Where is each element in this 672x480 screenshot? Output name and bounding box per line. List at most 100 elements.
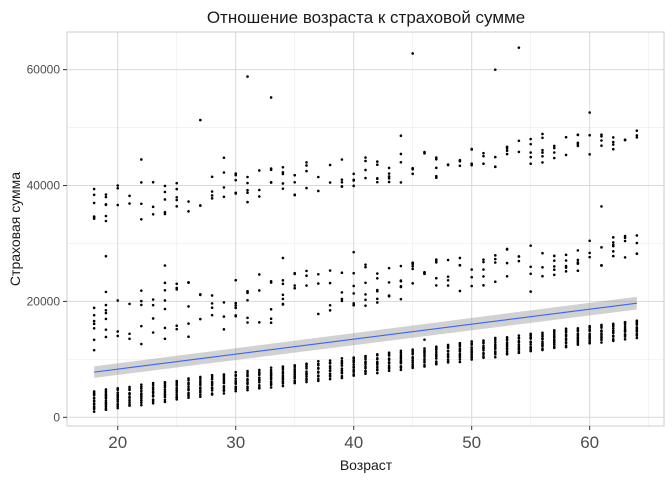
data-point bbox=[482, 339, 485, 342]
data-point bbox=[187, 305, 190, 308]
data-point bbox=[552, 254, 556, 258]
data-point bbox=[635, 336, 639, 340]
data-point bbox=[423, 363, 426, 367]
data-point bbox=[281, 182, 285, 185]
data-point bbox=[387, 360, 391, 364]
data-point bbox=[340, 297, 344, 301]
data-point bbox=[92, 319, 96, 323]
data-point bbox=[482, 151, 485, 155]
data-point bbox=[552, 345, 556, 348]
data-point bbox=[281, 279, 285, 282]
data-point bbox=[623, 327, 627, 331]
data-point bbox=[352, 302, 356, 305]
data-point bbox=[151, 387, 155, 391]
data-point bbox=[281, 282, 285, 286]
data-point bbox=[151, 401, 155, 405]
data-point bbox=[116, 391, 120, 394]
data-point bbox=[434, 345, 438, 348]
data-point bbox=[541, 342, 544, 345]
x-tick-label: 60 bbox=[580, 433, 599, 452]
data-point bbox=[222, 301, 226, 304]
data-point bbox=[328, 372, 332, 375]
data-point bbox=[328, 181, 332, 184]
data-point bbox=[552, 268, 556, 272]
data-point bbox=[116, 186, 120, 190]
data-point bbox=[246, 75, 249, 78]
data-point bbox=[340, 374, 344, 378]
data-point bbox=[340, 369, 344, 372]
data-point bbox=[163, 288, 167, 292]
data-point bbox=[600, 144, 603, 147]
data-point bbox=[505, 351, 509, 355]
data-point bbox=[387, 175, 391, 178]
data-point bbox=[258, 169, 261, 172]
data-point bbox=[470, 352, 473, 356]
data-point bbox=[317, 272, 320, 276]
data-point bbox=[611, 143, 615, 146]
data-point bbox=[364, 263, 367, 266]
data-point bbox=[517, 139, 521, 143]
data-point bbox=[187, 381, 190, 385]
data-point bbox=[529, 290, 532, 293]
data-point bbox=[446, 278, 450, 282]
data-point bbox=[576, 269, 580, 273]
data-point bbox=[92, 187, 96, 191]
data-point bbox=[199, 293, 202, 296]
data-point bbox=[411, 262, 414, 266]
data-point bbox=[588, 251, 591, 255]
data-point bbox=[564, 270, 568, 273]
data-point bbox=[222, 328, 226, 331]
data-point bbox=[340, 376, 344, 380]
data-point bbox=[376, 297, 379, 301]
data-point bbox=[140, 392, 143, 395]
data-point bbox=[104, 388, 108, 391]
data-point bbox=[246, 385, 249, 388]
data-point bbox=[199, 389, 202, 393]
data-point bbox=[600, 205, 603, 208]
data-point bbox=[104, 290, 108, 294]
data-point bbox=[140, 202, 143, 206]
data-point bbox=[187, 281, 190, 285]
data-point bbox=[175, 379, 179, 383]
data-point bbox=[423, 355, 426, 358]
data-point bbox=[376, 288, 379, 292]
data-point bbox=[187, 200, 190, 203]
data-point bbox=[140, 399, 143, 402]
data-point bbox=[576, 258, 580, 262]
data-point bbox=[399, 349, 403, 353]
data-point bbox=[446, 258, 450, 262]
data-point bbox=[411, 355, 414, 359]
data-point bbox=[611, 250, 615, 253]
data-point bbox=[600, 341, 603, 344]
data-point bbox=[387, 266, 391, 270]
data-point bbox=[458, 263, 462, 267]
data-point bbox=[493, 343, 497, 346]
data-point bbox=[234, 389, 238, 393]
data-point bbox=[317, 282, 320, 285]
data-point bbox=[116, 404, 120, 408]
data-point bbox=[269, 382, 273, 385]
data-point bbox=[493, 336, 497, 340]
data-point bbox=[529, 340, 532, 343]
data-point bbox=[305, 161, 308, 164]
data-point bbox=[328, 359, 332, 362]
data-point bbox=[92, 405, 96, 409]
data-point bbox=[552, 332, 556, 336]
data-point bbox=[92, 306, 96, 310]
data-point bbox=[635, 129, 639, 132]
data-point bbox=[246, 299, 249, 302]
data-point bbox=[635, 241, 639, 245]
data-point bbox=[199, 204, 202, 207]
data-point bbox=[600, 335, 603, 339]
data-point bbox=[576, 260, 580, 264]
data-point bbox=[493, 257, 497, 261]
data-point bbox=[493, 165, 497, 169]
data-point bbox=[564, 135, 568, 139]
data-point bbox=[340, 367, 344, 370]
data-point bbox=[210, 190, 214, 193]
data-point bbox=[210, 392, 214, 395]
data-point bbox=[399, 353, 403, 357]
data-point bbox=[517, 339, 521, 343]
data-point bbox=[399, 161, 403, 164]
data-point bbox=[387, 166, 391, 170]
